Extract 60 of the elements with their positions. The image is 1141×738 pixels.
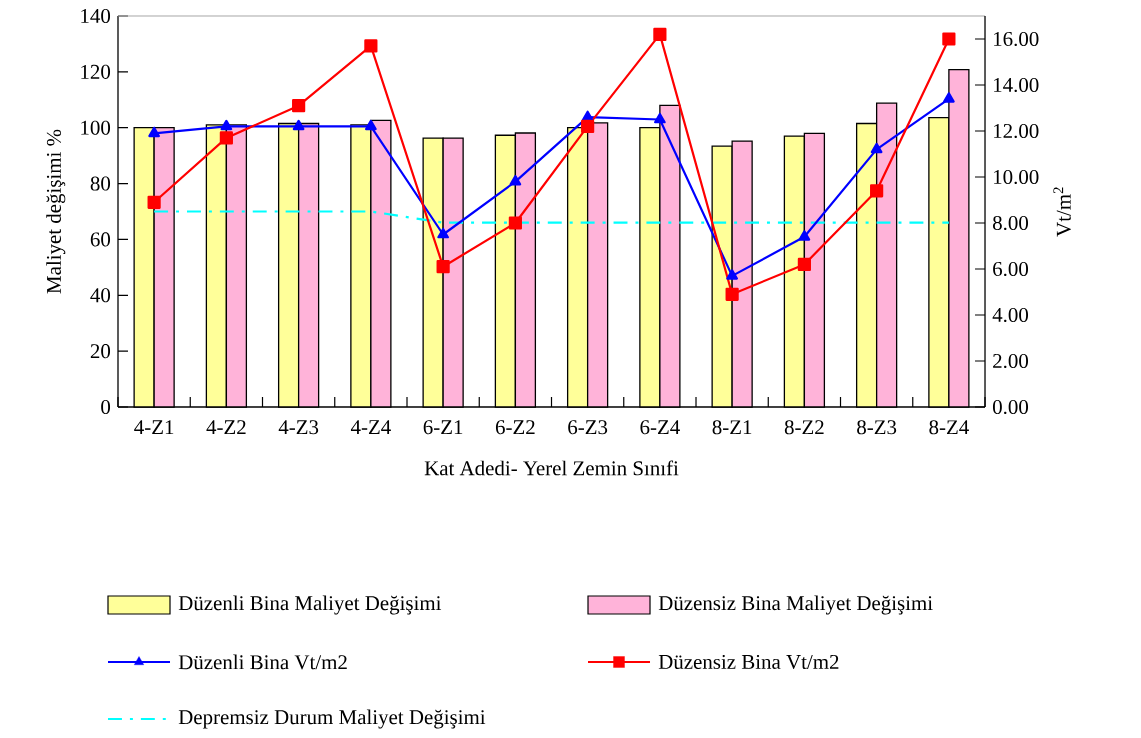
y2-tick-label: 0.00 — [992, 399, 1029, 415]
point — [148, 126, 160, 138]
x-tick-label: 6-Z4 — [640, 420, 680, 435]
y-tick-label: 20 — [90, 344, 111, 359]
legend-label: Düzenli Bina Vt/m2 — [178, 654, 347, 670]
point — [436, 260, 450, 274]
y2-tick-label: 4.00 — [992, 307, 1029, 323]
y2-axis-title: Vt/m$^{2}$ — [1053, 187, 1071, 237]
y-tick-label: 140 — [81, 8, 111, 24]
legend-label: Düzenli Bina Maliyet Değişimi — [178, 595, 442, 615]
y2-tick-label: 6.00 — [993, 261, 1029, 277]
point — [581, 119, 595, 133]
x-tick-label: 8-Z3 — [857, 420, 897, 435]
x-tick-label: 4-Z1 — [134, 420, 174, 434]
point — [509, 174, 522, 186]
point — [292, 119, 305, 131]
point — [798, 230, 811, 241]
point — [220, 119, 233, 131]
y2-tick-label: 8.00 — [992, 215, 1029, 231]
x-tick-label: 6-Z3 — [568, 420, 608, 435]
point — [943, 92, 955, 103]
point — [364, 39, 378, 53]
x-tick-label: 4-Z3 — [278, 420, 319, 435]
point — [725, 287, 739, 301]
point — [365, 119, 377, 131]
point — [870, 184, 884, 198]
point — [219, 131, 233, 145]
point — [147, 195, 161, 209]
x-tick-label: 8-Z2 — [784, 420, 824, 435]
y-tick-label: 80 — [90, 176, 111, 191]
legend-label: Depremsiz Durum Maliyet Değişimi — [178, 709, 486, 729]
x-axis-title: Kat Adedi- Yerel Zemin Sınıfi — [424, 460, 679, 476]
y-axis-title: Maliyet değişimi % — [46, 129, 66, 294]
point — [942, 32, 956, 46]
point — [292, 99, 306, 113]
x-tick-label: 4-Z4 — [350, 420, 391, 434]
y2-tick-label: 2.00 — [993, 353, 1029, 369]
x-tick-label: 6-Z2 — [495, 420, 535, 435]
point — [654, 112, 666, 124]
point — [508, 216, 522, 230]
x-tick-label: 8-Z1 — [712, 420, 752, 435]
x-tick-label: 4-Z2 — [206, 420, 246, 435]
y2-tick-label: 10.00 — [994, 169, 1039, 185]
point — [797, 257, 811, 271]
x-tick-label: 6-Z1 — [423, 420, 463, 435]
point — [653, 27, 667, 41]
x-tick-label: 8-Z4 — [929, 420, 969, 435]
y-tick-label: 60 — [90, 232, 111, 247]
legend-label: Düzensiz Bina Maliyet Değişimi — [658, 595, 933, 615]
y2-tick-label: 14.00 — [994, 77, 1039, 93]
y2-tick-label: 16.00 — [994, 31, 1039, 47]
legend-label: Düzensiz Bina Vt/m2 — [658, 654, 839, 670]
point — [437, 227, 449, 239]
point — [870, 142, 883, 154]
y-tick-label: 0 — [101, 399, 111, 415]
y-tick-label: 120 — [81, 64, 111, 79]
y2-tick-label: 12.00 — [994, 123, 1039, 139]
y-tick-label: 100 — [81, 120, 111, 135]
point — [726, 269, 738, 280]
y-tick-label: 40 — [90, 288, 111, 303]
